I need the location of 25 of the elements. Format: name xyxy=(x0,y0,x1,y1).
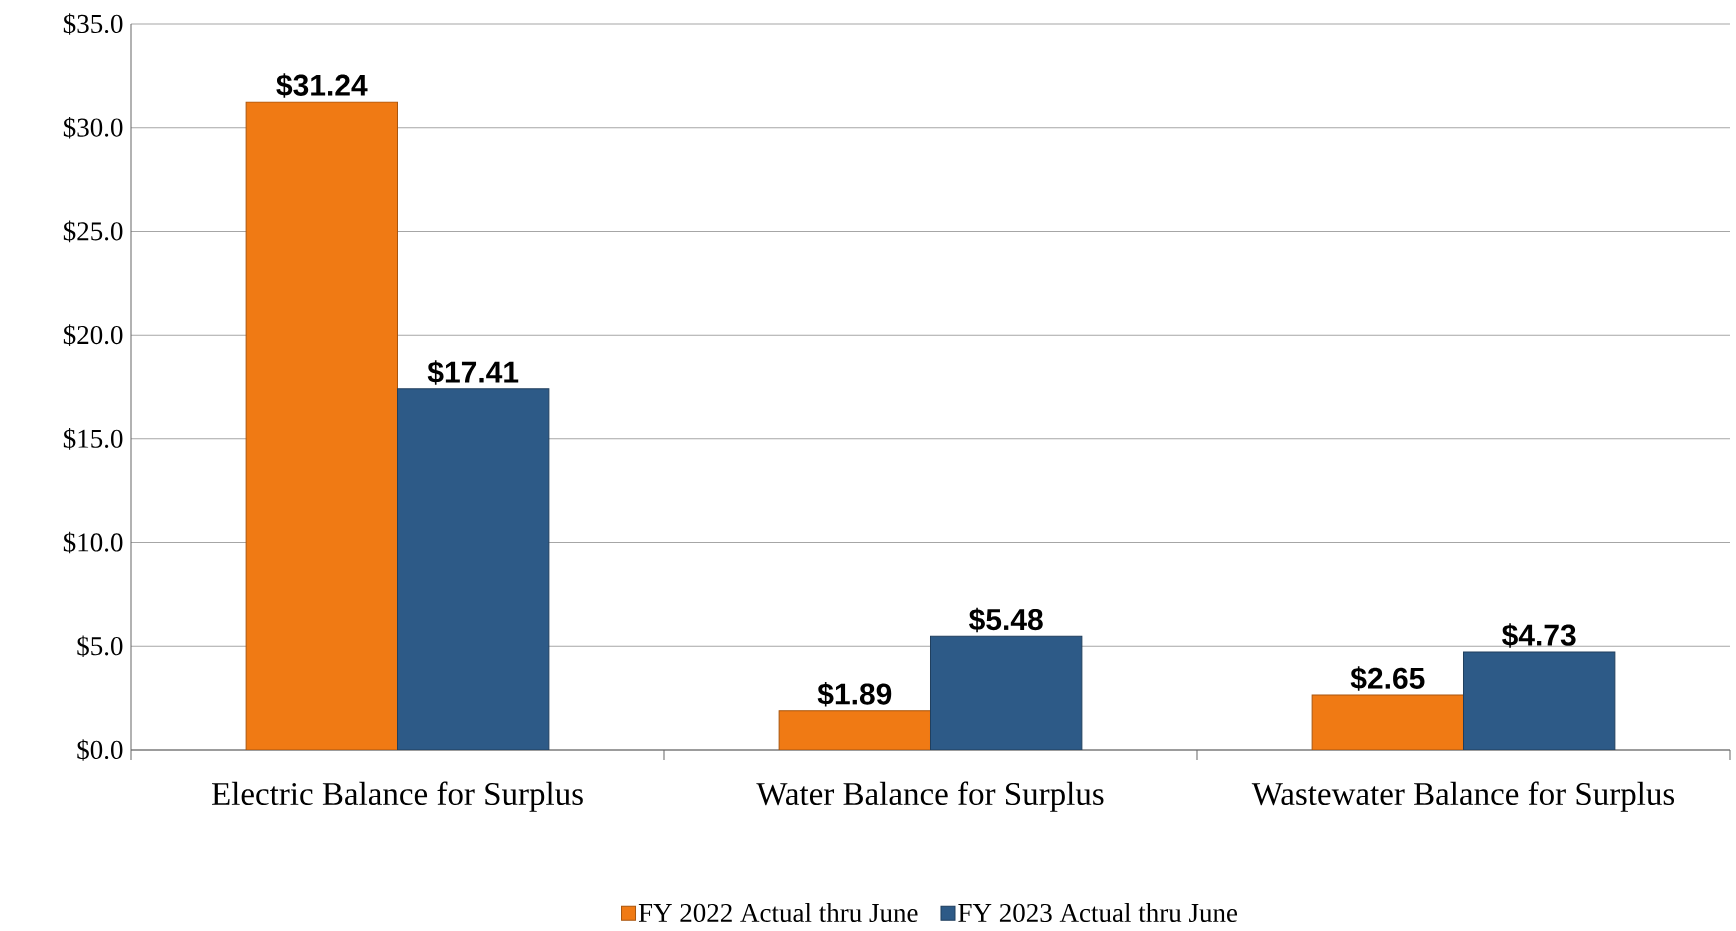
y-tick-label: $35.0 xyxy=(63,13,123,35)
x-tick-label: Wastewater Balance for Surplus xyxy=(1251,781,1675,812)
legend-label: FY 2023 Actual thru June xyxy=(958,903,1238,923)
y-tick-label: $30.0 xyxy=(63,116,123,139)
bar xyxy=(778,710,931,750)
data-label: $5.48 xyxy=(969,607,1043,633)
legend-label: FY 2022 Actual thru June xyxy=(638,903,918,923)
bar xyxy=(1311,694,1464,750)
data-label: $17.41 xyxy=(427,360,519,385)
bar xyxy=(930,635,1083,750)
y-tick-label: $5.0 xyxy=(77,635,123,658)
data-label: $4.73 xyxy=(1502,623,1576,648)
y-tick-label: $10.0 xyxy=(63,531,123,554)
data-label: $1.89 xyxy=(817,682,892,707)
data-label: $2.65 xyxy=(1350,666,1425,691)
y-tick-label: $15.0 xyxy=(63,428,123,450)
data-label: $31.24 xyxy=(276,73,368,98)
bar xyxy=(245,101,398,750)
y-tick-label: $20.0 xyxy=(63,324,123,346)
bar xyxy=(397,388,550,750)
y-tick-label: $0.0 xyxy=(77,739,123,761)
bar xyxy=(1462,651,1616,750)
x-tick-label: Electric Balance for Surplus xyxy=(211,781,583,812)
y-tick-label: $25.0 xyxy=(63,220,123,243)
x-tick-label: Water Balance for Surplus xyxy=(756,781,1104,812)
